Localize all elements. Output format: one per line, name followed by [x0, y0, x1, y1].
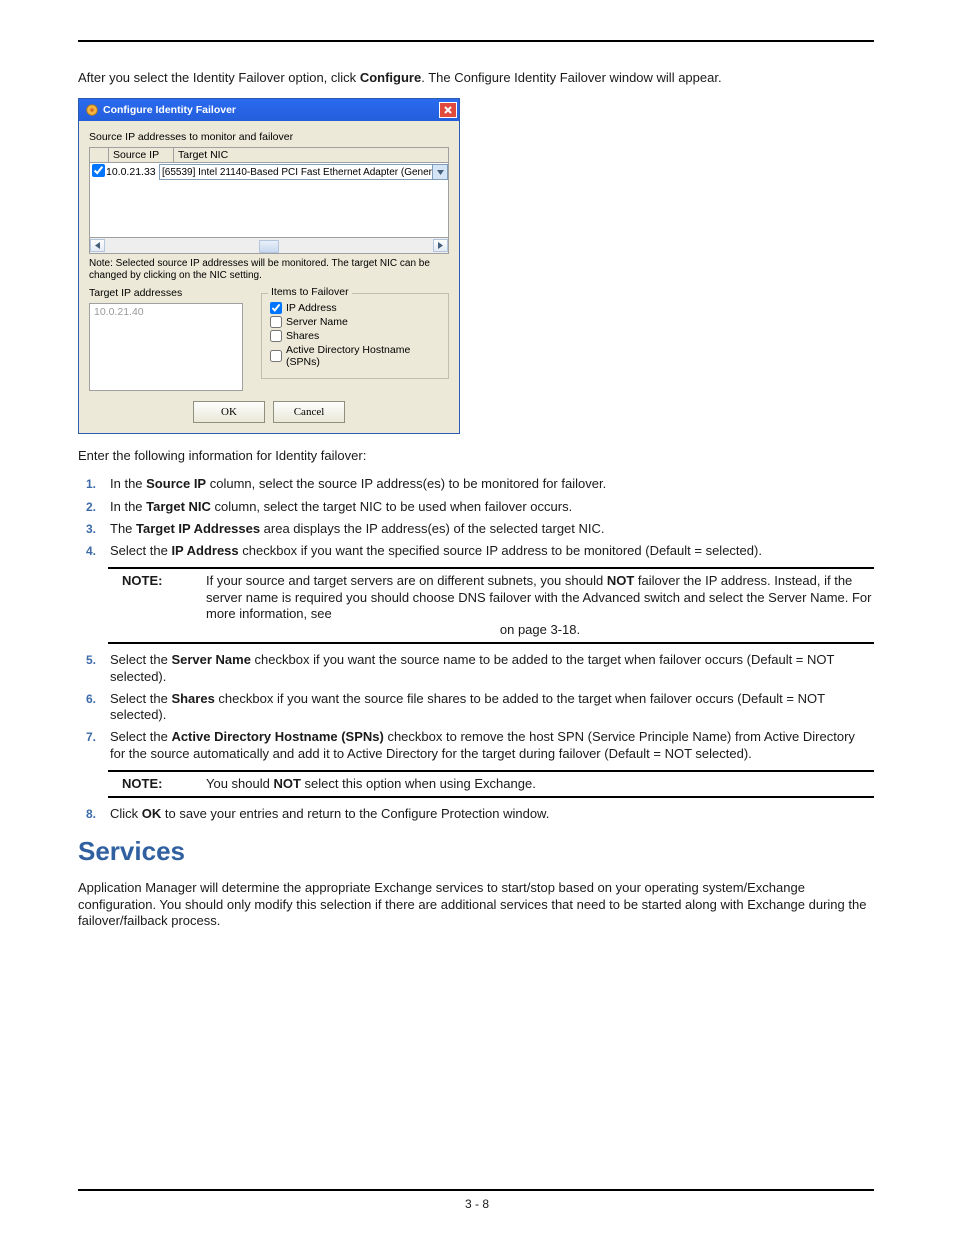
intro-after: . The Configure Identity Failover window… [421, 70, 721, 85]
step-8: 8.Click OK to save your entries and retu… [86, 806, 874, 822]
ok-button[interactable]: OK [193, 401, 265, 423]
page-number: 3 - 8 [0, 1191, 954, 1211]
ip-address-checkbox[interactable] [270, 302, 282, 314]
target-ip-label: Target IP addresses [89, 287, 243, 299]
dialog-note: Note: Selected source IP addresses will … [89, 258, 449, 281]
grid-header: Source IP Target NIC [89, 147, 449, 163]
note-block-1: NOTE: If your source and target servers … [108, 567, 874, 644]
step-6: 6.Select the Shares checkbox if you want… [86, 691, 874, 724]
shares-label: Shares [286, 330, 319, 342]
scroll-left-button[interactable] [90, 239, 105, 252]
after-dialog-text: Enter the following information for Iden… [78, 448, 874, 463]
shares-checkbox[interactable] [270, 330, 282, 342]
horizontal-scrollbar[interactable] [89, 238, 449, 254]
grid-row[interactable]: 10.0.21.33 [65539] Intel 21140-Based PCI… [90, 163, 448, 181]
close-icon [444, 106, 452, 114]
target-ip-value: 10.0.21.40 [94, 306, 144, 318]
scroll-right-button[interactable] [433, 239, 448, 252]
ip-address-label: IP Address [286, 302, 337, 314]
step-1: 1.In the Source IP column, select the so… [86, 476, 874, 492]
row-source-ip: 10.0.21.33 [104, 166, 159, 178]
items-to-failover-fieldset: Items to Failover IP Address Server Name… [261, 293, 449, 379]
note-text: If your source and target servers are on… [206, 573, 874, 638]
steps-list-3: 8.Click OK to save your entries and retu… [78, 806, 874, 822]
intro-paragraph: After you select the Identity Failover o… [78, 70, 874, 86]
ad-hostname-label: Active Directory Hostname (SPNs) [286, 344, 440, 368]
ad-hostname-checkbox[interactable] [270, 350, 282, 362]
step-7: 7.Select the Active Directory Hostname (… [86, 729, 874, 762]
steps-list: 1.In the Source IP column, select the so… [78, 476, 874, 559]
dialog-titlebar: Configure Identity Failover [79, 99, 459, 121]
app-icon [85, 103, 99, 117]
top-rule [78, 40, 874, 42]
server-name-checkbox[interactable] [270, 316, 282, 328]
close-button[interactable] [439, 102, 457, 118]
intro-bold: Configure [360, 70, 421, 85]
note-text-2: You should NOT select this option when u… [206, 776, 874, 792]
cancel-button[interactable]: Cancel [273, 401, 345, 423]
row-nic-text: [65539] Intel 21140-Based PCI Fast Ether… [162, 167, 432, 178]
configure-identity-failover-dialog: Configure Identity Failover Source IP ad… [78, 98, 460, 434]
grid-body: 10.0.21.33 [65539] Intel 21140-Based PCI… [89, 163, 449, 238]
source-ip-label: Source IP addresses to monitor and failo… [89, 131, 449, 143]
scroll-thumb[interactable] [259, 240, 279, 253]
step-3: 3.The Target IP Addresses area displays … [86, 521, 874, 537]
note-block-2: NOTE: You should NOT select this option … [108, 770, 874, 798]
col-target-nic: Target NIC [174, 148, 448, 162]
services-heading: Services [78, 836, 874, 867]
intro-before: After you select the Identity Failover o… [78, 70, 360, 85]
server-name-label: Server Name [286, 316, 348, 328]
col-source-ip: Source IP [109, 148, 174, 162]
row-nic-dropdown[interactable]: [65539] Intel 21140-Based PCI Fast Ether… [159, 164, 448, 180]
step-2: 2.In the Target NIC column, select the t… [86, 499, 874, 515]
items-legend: Items to Failover [268, 286, 352, 298]
step-4: 4.Select the IP Address checkbox if you … [86, 543, 874, 559]
col-checkbox [90, 148, 109, 162]
chevron-down-icon [432, 165, 447, 179]
steps-list-2: 5.Select the Server Name checkbox if you… [78, 652, 874, 762]
note-label-2: NOTE: [108, 776, 206, 792]
step-5: 5.Select the Server Name checkbox if you… [86, 652, 874, 685]
dialog-title: Configure Identity Failover [103, 104, 236, 116]
services-paragraph: Application Manager will determine the a… [78, 880, 874, 929]
target-ip-list[interactable]: 10.0.21.40 [89, 303, 243, 391]
note-label: NOTE: [108, 573, 206, 638]
